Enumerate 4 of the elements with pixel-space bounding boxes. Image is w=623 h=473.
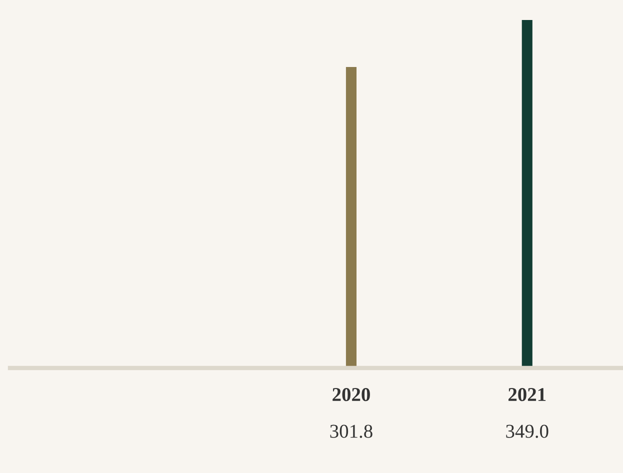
x-tick-label: 2021 [508,388,546,402]
data-label: 349.0 [506,424,548,438]
data-label: 301.8 [330,424,372,438]
x-tick-label: 2020 [332,388,370,402]
